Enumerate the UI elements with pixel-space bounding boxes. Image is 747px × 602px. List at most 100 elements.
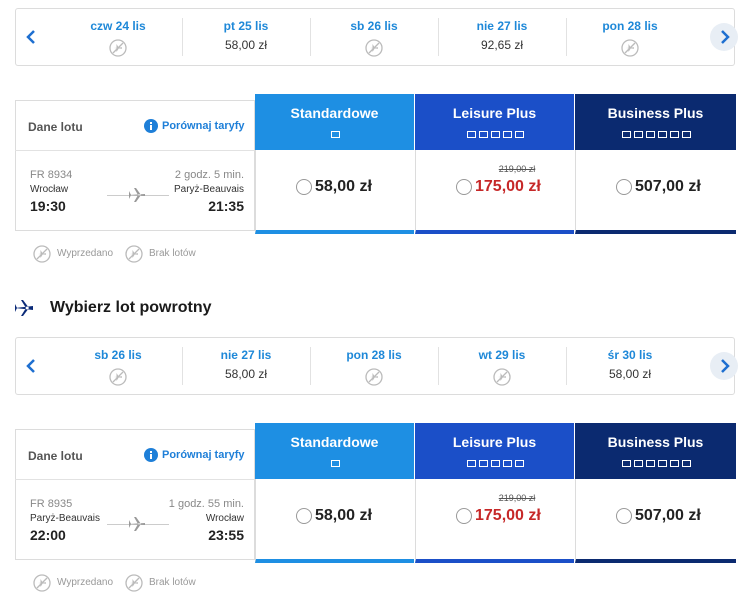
date-label[interactable]: śr 30 lis — [607, 348, 653, 362]
date-label[interactable]: pon 28 lis — [346, 348, 402, 362]
details-title: Dane lotu — [28, 449, 83, 463]
date-label[interactable]: wt 29 lis — [478, 348, 526, 362]
fare-feature-icon — [490, 460, 500, 467]
details-header-divider — [15, 479, 255, 480]
date-label[interactable]: nie 27 lis — [476, 19, 528, 33]
fare-radio[interactable] — [295, 178, 313, 196]
info-icon — [144, 119, 158, 133]
fare-header — [415, 423, 574, 479]
fare-radio[interactable] — [615, 178, 633, 196]
fare-price[interactable]: 175,00 zł — [475, 507, 541, 524]
legend-label: Wyprzedano — [57, 248, 114, 259]
date-label[interactable]: pt 25 lis — [223, 19, 269, 33]
fare-name: Business Plus — [607, 434, 704, 450]
no-flight-icon — [365, 39, 383, 57]
date-divider — [438, 347, 439, 385]
prev-dates-button[interactable] — [20, 355, 42, 377]
fare-header — [575, 94, 736, 150]
flight-number: FR 8934 — [30, 169, 73, 181]
details-header-divider — [15, 150, 255, 151]
details-title: Dane lotu — [28, 120, 83, 134]
origin: Paryż-Beauvais — [30, 513, 101, 524]
fare-header — [255, 423, 414, 479]
plane-icon — [15, 300, 33, 316]
date-divider — [310, 18, 311, 56]
compare-link[interactable]: Porównaj taryfy — [162, 120, 245, 132]
fare-feature-icon — [478, 460, 488, 467]
date-divider — [310, 347, 311, 385]
fare-feature-icon — [621, 460, 631, 467]
fare-price[interactable]: 175,00 zł — [475, 178, 541, 195]
date-label[interactable]: nie 27 lis — [220, 348, 272, 362]
fare-feature-icon — [621, 131, 631, 138]
fare-header — [255, 94, 414, 150]
fare-radio[interactable] — [455, 178, 473, 196]
return-heading: Wybierz lot powrotny — [50, 299, 212, 316]
fare-old-price: 219,00 zł — [498, 164, 536, 174]
fare-feature-icon — [490, 131, 500, 138]
fare-price[interactable]: 507,00 zł — [635, 178, 701, 195]
fare-feature-icon — [657, 460, 667, 467]
fare-name: Standardowe — [290, 105, 379, 121]
fare-feature-icon — [633, 460, 643, 467]
compare-link[interactable]: Porównaj taryfy — [162, 449, 245, 461]
arrival-time: 23:55 — [208, 527, 244, 543]
prev-dates-button[interactable] — [20, 26, 42, 48]
fare-feature-icon — [681, 131, 691, 138]
no-flight-icon — [125, 245, 143, 263]
fare-feature-icon — [645, 460, 655, 467]
departure-time: 22:00 — [30, 527, 66, 543]
no-flight-icon — [33, 245, 51, 263]
date-divider — [566, 347, 567, 385]
no-flight-icon — [109, 368, 127, 386]
flight-number: FR 8935 — [30, 498, 73, 510]
next-dates-button[interactable] — [710, 23, 738, 51]
fare-radio[interactable] — [295, 507, 313, 525]
legend-label: Wyprzedano — [57, 577, 114, 588]
fare-price[interactable]: 58,00 zł — [315, 507, 372, 524]
fare-feature-icon — [645, 131, 655, 138]
date-divider — [182, 18, 183, 56]
fare-feature-icon — [478, 131, 488, 138]
fare-feature-icon — [514, 460, 524, 467]
fare-radio[interactable] — [615, 507, 633, 525]
date-label[interactable]: sb 26 lis — [94, 348, 142, 362]
date-label[interactable]: pon 28 lis — [602, 19, 658, 33]
legend-label: Brak lotów — [149, 577, 196, 588]
date-divider — [566, 18, 567, 56]
origin: Wrocław — [30, 184, 69, 195]
arrival-time: 21:35 — [208, 198, 244, 214]
fare-feature-icon — [502, 131, 512, 138]
fare-price[interactable]: 58,00 zł — [315, 178, 372, 195]
fare-name: Business Plus — [607, 105, 704, 121]
fare-feature-icon — [330, 131, 340, 138]
no-flight-icon — [493, 368, 511, 386]
date-price[interactable]: 92,65 zł — [480, 38, 524, 52]
fare-feature-icon — [657, 131, 667, 138]
fare-feature-icon — [330, 460, 340, 467]
flight-duration: 1 godz. 55 min. — [168, 498, 244, 510]
fare-feature-icon — [681, 460, 691, 467]
legend-label: Brak lotów — [149, 248, 196, 259]
fare-feature-icon — [466, 460, 476, 467]
date-price[interactable]: 58,00 zł — [608, 367, 652, 381]
date-label[interactable]: czw 24 lis — [90, 19, 146, 33]
fare-header — [575, 423, 736, 479]
fare-radio[interactable] — [455, 507, 473, 525]
flight-duration: 2 godz. 5 min. — [174, 169, 244, 181]
no-flight-icon — [365, 368, 383, 386]
fare-feature-icon — [669, 460, 679, 467]
date-label[interactable]: sb 26 lis — [350, 19, 398, 33]
info-icon — [144, 448, 158, 462]
date-strip — [15, 337, 735, 395]
fare-price[interactable]: 507,00 zł — [635, 507, 701, 524]
flight-details — [15, 429, 255, 560]
date-price[interactable]: 58,00 zł — [224, 367, 268, 381]
fare-feature-icon — [669, 131, 679, 138]
next-dates-button[interactable] — [710, 352, 738, 380]
date-price[interactable]: 58,00 zł — [224, 38, 268, 52]
route-line — [107, 524, 169, 525]
fare-feature-icon — [502, 460, 512, 467]
fare-old-price: 219,00 zł — [498, 493, 536, 503]
